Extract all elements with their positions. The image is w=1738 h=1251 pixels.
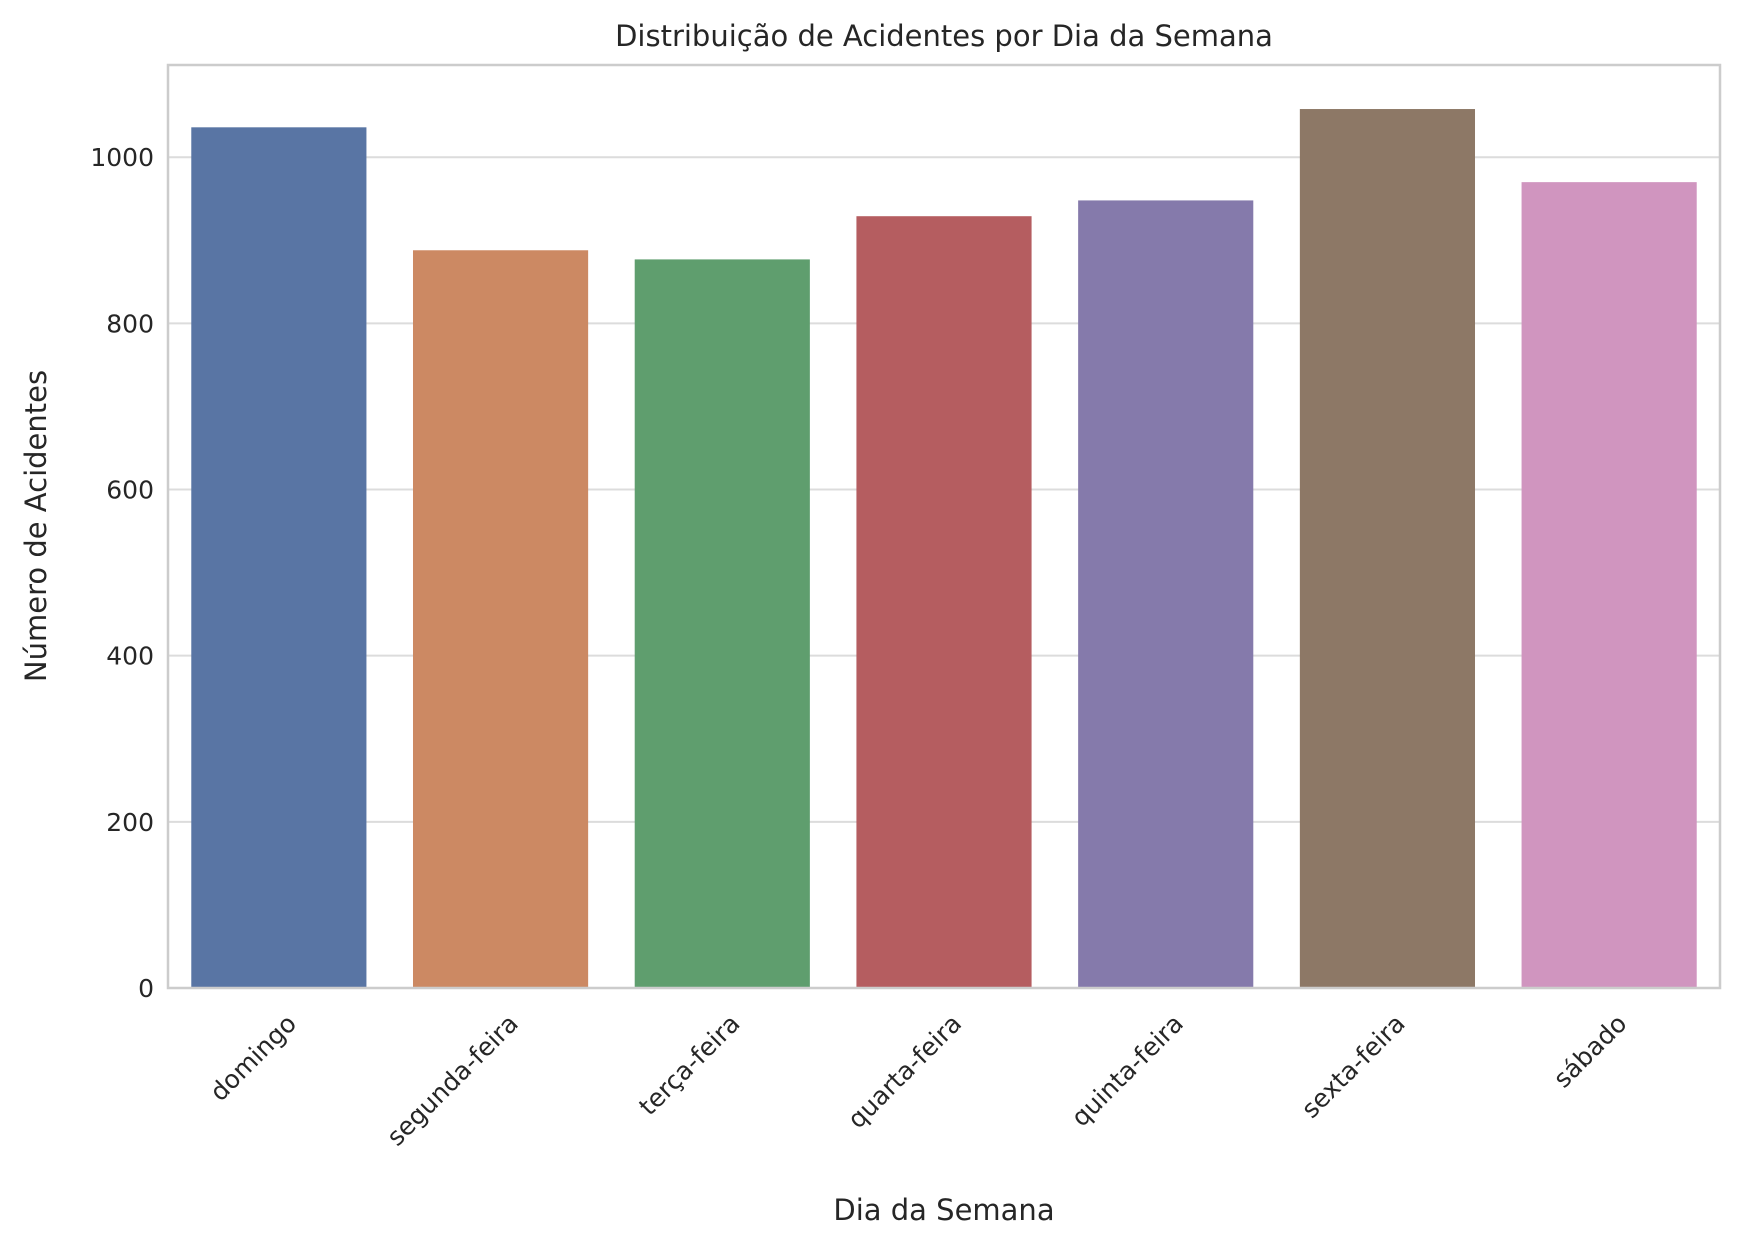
plot-frame: [166, 63, 1722, 990]
y-tick-label: 1000: [90, 143, 154, 172]
bar-quarta-feira: [856, 216, 1032, 988]
y-tick-label: 800: [106, 309, 154, 338]
bars: [191, 109, 1697, 989]
x-tick-label: segunda-feira: [381, 1009, 524, 1152]
bar-terça-feira: [634, 259, 810, 989]
chart-title: Distribuição de Acidentes por Dia da Sem…: [615, 19, 1273, 53]
y-tick-label: 0: [138, 974, 154, 1003]
x-tick-label: terça-feira: [633, 1009, 745, 1121]
x-tick-label: quarta-feira: [842, 1009, 967, 1134]
bar-quinta-feira: [1078, 200, 1254, 988]
x-tick-label: sexta-feira: [1296, 1009, 1411, 1124]
bar-segunda-feira: [412, 250, 589, 988]
x-tick-label: quinta-feira: [1066, 1009, 1189, 1132]
y-tick-label: 600: [106, 476, 154, 505]
x-tick-label: sábado: [1548, 1009, 1633, 1094]
bar-sábado: [1521, 182, 1697, 989]
x-axis-label: Dia da Semana: [833, 1193, 1054, 1227]
y-axis-label: Número de Acidentes: [19, 370, 53, 682]
x-tick-label: domingo: [204, 1009, 302, 1107]
y-tick-label: 400: [106, 642, 154, 671]
bar-sexta-feira: [1299, 109, 1476, 989]
x-tick-labels: domingo segunda-feira terça-feira quarta-fe…: [204, 1009, 1632, 1152]
y-tick-labels: 0 200 400 600 800 1000: [90, 143, 154, 1003]
bar-domingo: [191, 127, 367, 989]
y-tick-label: 200: [106, 808, 154, 837]
